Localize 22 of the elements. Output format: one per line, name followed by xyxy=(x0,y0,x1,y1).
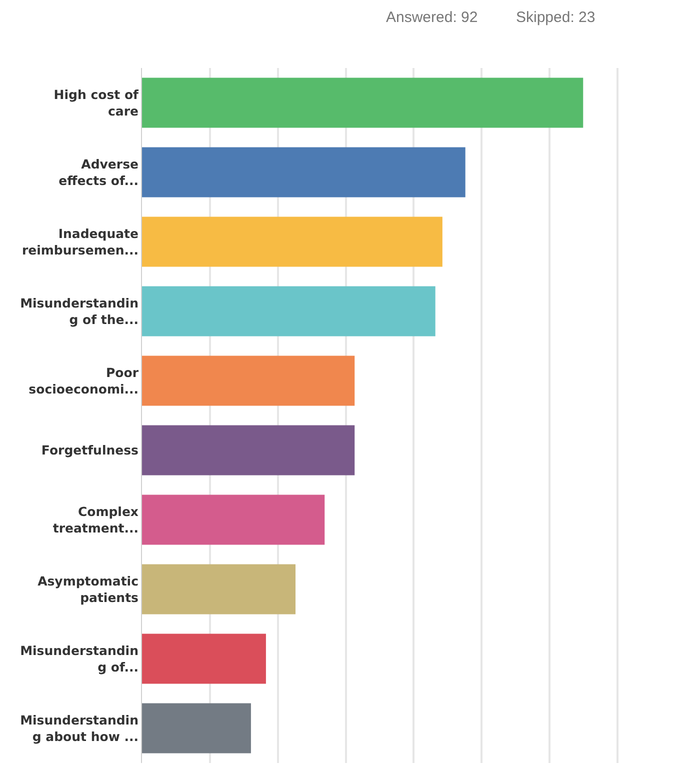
bar xyxy=(142,425,355,476)
y-tick-label: Poor socioeconomi... xyxy=(28,365,140,396)
y-tick-label: Misunderstandin g about how ... xyxy=(20,712,138,744)
y-tick-label: Asymptomatic patients xyxy=(38,574,138,605)
bar xyxy=(142,147,466,198)
bar xyxy=(142,634,266,684)
y-tick-label: Complex treatment... xyxy=(52,504,138,536)
bar xyxy=(142,356,355,406)
bar xyxy=(142,494,325,545)
y-tick-label: Forgetfulness xyxy=(41,442,138,458)
text: Answered: 92 xyxy=(386,9,478,26)
y-tick-label: Misunderstandin g of the... xyxy=(20,296,138,327)
text: Skipped: 23 xyxy=(516,9,596,26)
y-tick-label: Inadequate reimbursemen... xyxy=(22,226,138,258)
bar xyxy=(142,286,436,336)
y-tick-label: Misunderstandin g of... xyxy=(20,643,138,674)
bar xyxy=(142,216,442,267)
y-tick-label: High cost of care xyxy=(54,87,140,118)
bar xyxy=(142,703,251,754)
y-tick-label: Adverse effects of... xyxy=(58,156,138,188)
bar xyxy=(142,78,584,128)
bar xyxy=(142,564,296,614)
